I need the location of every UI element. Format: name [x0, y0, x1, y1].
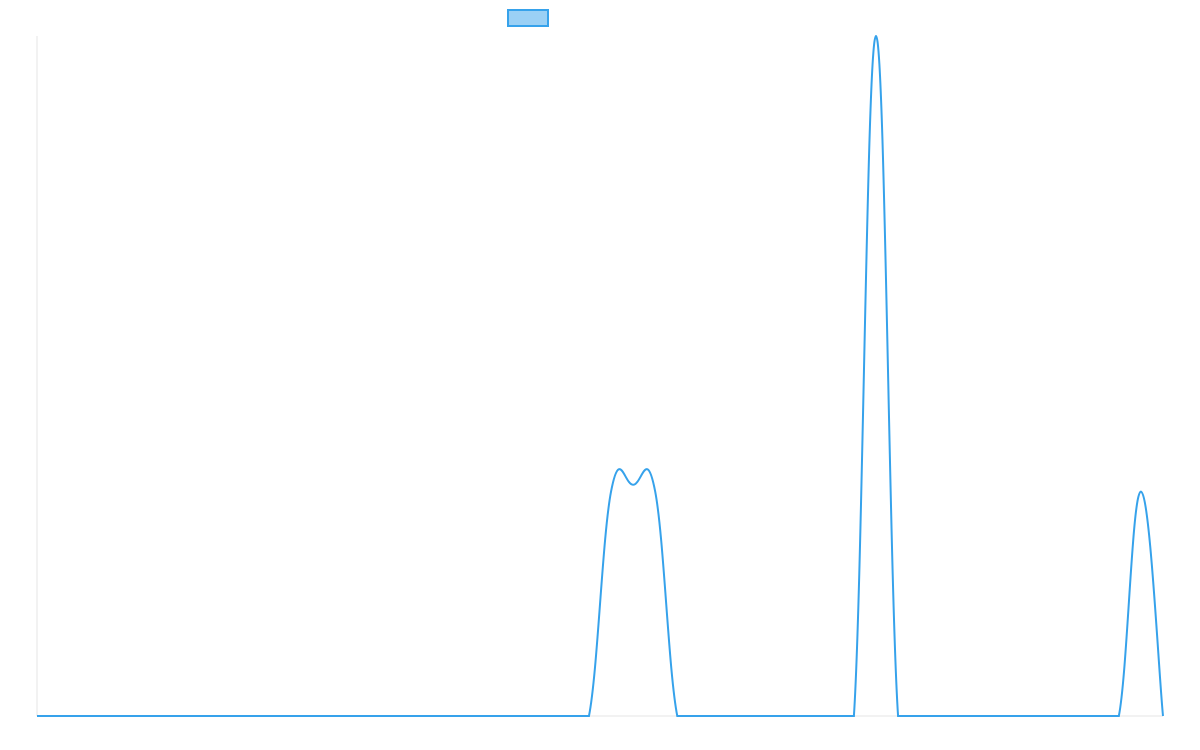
legend[interactable]: [507, 9, 549, 27]
series-line-1: [37, 34, 1164, 717]
series-layer: [37, 34, 1164, 717]
legend-swatch[interactable]: [507, 9, 549, 27]
